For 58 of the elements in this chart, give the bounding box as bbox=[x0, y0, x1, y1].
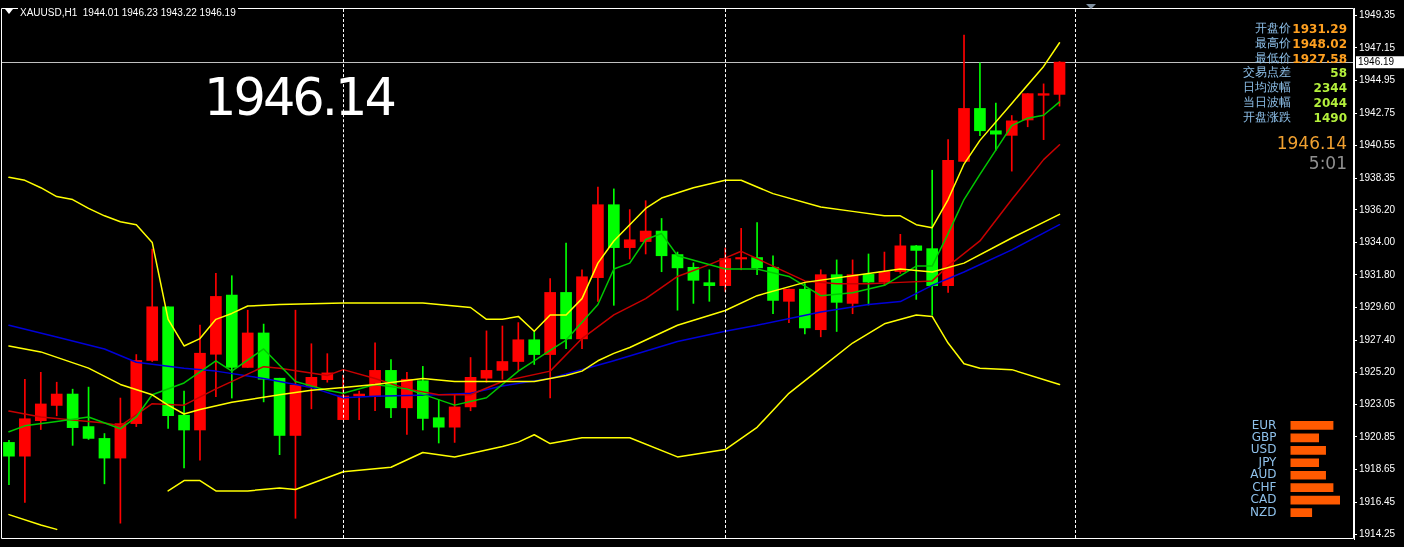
annotation: 58 bbox=[1330, 66, 1347, 81]
y-tick-label: 1916.45 bbox=[1359, 495, 1396, 507]
candlestick bbox=[990, 102, 1002, 151]
y-tick-label: CHF bbox=[1252, 479, 1277, 494]
y-tick-label: USD bbox=[1250, 442, 1277, 457]
candlestick bbox=[751, 222, 763, 276]
bar bbox=[1290, 433, 1320, 443]
annotation: 1946.14 bbox=[1276, 133, 1347, 153]
candlestick bbox=[910, 245, 923, 300]
bar bbox=[1290, 458, 1320, 468]
y-tick-label: 1927.40 bbox=[1359, 333, 1396, 345]
y-tick-label: 1938.35 bbox=[1359, 171, 1396, 183]
bar bbox=[1290, 508, 1313, 517]
annotation: 开盘价 bbox=[1255, 21, 1291, 35]
y-tick-label: 1942.75 bbox=[1359, 106, 1396, 118]
y-tick-label: 1940.55 bbox=[1359, 139, 1396, 151]
y-tick-label: 1934.00 bbox=[1359, 236, 1396, 248]
y-tick-label: 1914.25 bbox=[1359, 528, 1396, 540]
y-tick-label: 1920.85 bbox=[1359, 430, 1396, 442]
y-tick-label: AUD bbox=[1250, 467, 1277, 482]
bar bbox=[1290, 421, 1334, 430]
annotation: 1931.29 bbox=[1292, 22, 1347, 36]
candlestick bbox=[735, 228, 747, 271]
annotation: 最高价 bbox=[1255, 35, 1291, 50]
annotation: 1927.58 bbox=[1292, 51, 1347, 66]
annotation: 1490 bbox=[1313, 110, 1347, 125]
y-tick-label: CAD bbox=[1250, 492, 1277, 507]
annotation: 1948.02 bbox=[1292, 36, 1347, 51]
annotation: 1946.14 bbox=[204, 68, 394, 127]
chart-title: XAUUSD,H1 1944.01 1946.23 1943.22 1946.19 bbox=[18, 7, 238, 18]
y-tick-label: 1925.20 bbox=[1359, 366, 1396, 378]
bar bbox=[1290, 446, 1326, 455]
candlestick bbox=[623, 209, 636, 260]
annotation: 开盘涨跌 bbox=[1243, 109, 1291, 124]
y-tick-label: 1929.60 bbox=[1359, 301, 1396, 313]
candlestick bbox=[178, 390, 190, 469]
y-tick-label: GBP bbox=[1251, 430, 1277, 444]
annotation: 最低价 bbox=[1255, 50, 1291, 65]
y-tick-label: JPY bbox=[1257, 454, 1278, 469]
annotation: 2044 bbox=[1313, 96, 1347, 110]
bar bbox=[1290, 483, 1334, 493]
annotation: 日均波幅 bbox=[1243, 80, 1291, 95]
y-tick-label: 1944.95 bbox=[1359, 74, 1396, 86]
annotation: 2344 bbox=[1313, 81, 1347, 96]
bar bbox=[1290, 470, 1326, 480]
y-tick-label: 1923.05 bbox=[1359, 398, 1396, 410]
ref-line-label: 1946.19 bbox=[1358, 55, 1395, 67]
y-tick-label: EUR bbox=[1251, 417, 1277, 432]
bar bbox=[1290, 495, 1340, 505]
annotation: 当日波幅 bbox=[1243, 95, 1291, 109]
y-tick-label: 1947.15 bbox=[1359, 41, 1396, 53]
annotation: 交易点差 bbox=[1243, 65, 1291, 80]
y-tick-label: 1918.65 bbox=[1359, 463, 1396, 475]
annotation: 5:01 bbox=[1308, 153, 1347, 173]
y-tick-label: 1949.35 bbox=[1359, 9, 1396, 21]
y-tick-label: NZD bbox=[1250, 504, 1277, 519]
y-tick-label: 1931.80 bbox=[1359, 268, 1396, 280]
y-tick-label: 1936.20 bbox=[1359, 203, 1396, 215]
